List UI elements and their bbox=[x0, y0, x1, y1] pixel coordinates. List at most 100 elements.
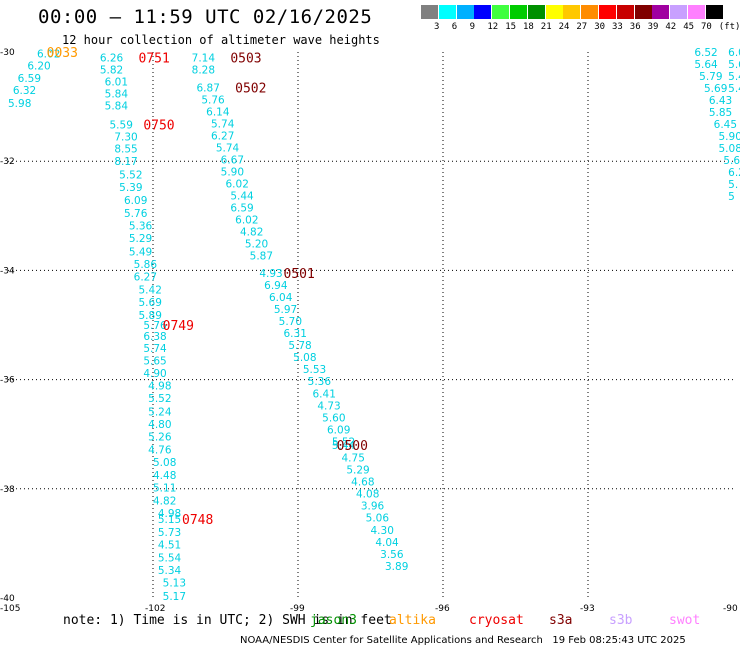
swh-value: 6.09 bbox=[327, 424, 350, 436]
swh-value: 5. bbox=[728, 179, 738, 191]
swh-value: 4.90 bbox=[143, 368, 166, 380]
legend-label: 21 bbox=[540, 22, 552, 32]
swh-value: 5.06 bbox=[366, 513, 390, 525]
swh-value: 5.6 bbox=[723, 155, 740, 167]
swh-value: 6.87 bbox=[197, 82, 220, 94]
swh-value: 5 bbox=[728, 191, 735, 203]
swh-value: 6.59 bbox=[230, 203, 253, 215]
lon-tick-label: -93 bbox=[580, 604, 595, 614]
swh-value: 5.08 bbox=[153, 457, 176, 469]
legend-label: 30 bbox=[594, 22, 606, 32]
legend-label: 12 bbox=[487, 22, 499, 32]
swh-value: 6.0 bbox=[728, 47, 740, 59]
swh-value: 5.60 bbox=[322, 412, 345, 424]
legend-label: 42 bbox=[665, 22, 677, 32]
swh-value: 4.48 bbox=[153, 470, 176, 482]
swh-values: 6.026.206.596.325.986.265.826.015.845.84… bbox=[8, 47, 740, 603]
swh-value: 5.74 bbox=[143, 343, 167, 355]
swh-value: 5.24 bbox=[148, 406, 172, 418]
legend-swatch bbox=[456, 5, 474, 19]
lon-tick-label: -99 bbox=[290, 604, 305, 614]
lon-tick-label: -105 bbox=[0, 604, 20, 614]
swh-value: 6.04 bbox=[269, 292, 293, 304]
swh-value: 4.68 bbox=[351, 477, 374, 489]
swh-value: 5.44 bbox=[332, 440, 356, 452]
swh-value: 6.02 bbox=[37, 49, 60, 61]
legend-label: 33 bbox=[612, 22, 623, 32]
swh-value: 5.76 bbox=[143, 320, 167, 332]
swh-value: 5.74 bbox=[216, 143, 240, 155]
legend-label: 3 bbox=[434, 22, 440, 32]
swh-value: 6.26 bbox=[100, 52, 124, 64]
swh-value: 6.27 bbox=[134, 271, 157, 283]
pass-time-label: 0751 bbox=[139, 51, 170, 66]
pass-time-label: 0502 bbox=[235, 81, 266, 96]
swh-value: 4.76 bbox=[148, 444, 172, 456]
swh-value: 5.74 bbox=[211, 119, 235, 131]
swh-value: 6.31 bbox=[284, 328, 307, 340]
swh-value: 5.36 bbox=[308, 376, 332, 388]
pass-time-label: 0748 bbox=[182, 513, 213, 528]
swh-value: 5.84 bbox=[105, 88, 129, 100]
legend-swatch bbox=[438, 5, 456, 19]
swh-value: 5.52 bbox=[119, 169, 142, 181]
swh-value: 4.04 bbox=[375, 537, 399, 549]
swh-value: 4.75 bbox=[342, 453, 365, 465]
swh-value: 3.96 bbox=[361, 501, 385, 513]
swh-value: 6.32 bbox=[13, 85, 36, 97]
swh-value: 5.78 bbox=[288, 340, 311, 352]
pass-time-label: 0749 bbox=[163, 319, 194, 334]
legend-swatch bbox=[563, 5, 581, 19]
lat-tick-label: -32 bbox=[0, 157, 15, 167]
swh-value: 5.34 bbox=[158, 565, 182, 577]
swh-value: 5.87 bbox=[250, 251, 273, 263]
swh-value: 5.13 bbox=[163, 578, 186, 590]
legend-swatch bbox=[652, 5, 670, 19]
swh-value: 6.67 bbox=[221, 155, 244, 167]
lat-tick-label: -40 bbox=[0, 594, 15, 604]
swh-value: 4.93 bbox=[259, 268, 282, 280]
swh-value: 5.20 bbox=[245, 239, 268, 251]
lat-tick-label: -38 bbox=[0, 485, 15, 495]
legend-label: 70 bbox=[701, 22, 712, 32]
map-grid bbox=[8, 52, 733, 598]
swh-value: 5.26 bbox=[148, 431, 172, 443]
swh-value: 6.59 bbox=[18, 73, 41, 85]
swh-value: 6.02 bbox=[226, 179, 249, 191]
axis-labels: -30 -32 -34 -36 -38 -40-105 -102 -99 -96 -93 -90 bbox=[0, 48, 738, 614]
swh-value: 6.14 bbox=[206, 107, 230, 119]
swh-value: 5.76 bbox=[124, 208, 148, 220]
satellite-s3a: s3a bbox=[549, 613, 573, 628]
legend-swatch bbox=[510, 5, 527, 19]
legend-label: 36 bbox=[629, 22, 641, 32]
pass-time-label: 0033 bbox=[47, 46, 78, 61]
swh-value: 5.73 bbox=[158, 527, 181, 539]
legend-label: 15 bbox=[505, 22, 517, 32]
swh-value: 4.08 bbox=[356, 489, 379, 501]
swh-value: 7.14 bbox=[192, 52, 216, 64]
swh-value: 4.82 bbox=[240, 227, 263, 239]
map-subtitle: 12 hour collection of altimeter wave hei… bbox=[62, 33, 380, 47]
legend-swatch bbox=[634, 5, 652, 19]
swh-value: 6.38 bbox=[143, 331, 166, 343]
legend-label: 18 bbox=[523, 22, 534, 32]
satellite-s3b: s3b bbox=[609, 613, 633, 628]
swh-value: 5.6 bbox=[728, 59, 740, 71]
swh-value: 5.29 bbox=[346, 465, 369, 477]
swh-value: 5.4 bbox=[728, 71, 740, 83]
swh-value: 7.30 bbox=[114, 132, 137, 144]
swh-value: 5.52 bbox=[332, 436, 355, 448]
legend-label: 6 bbox=[451, 22, 458, 32]
lon-tick-label: -90 bbox=[723, 604, 738, 614]
lat-tick-label: -34 bbox=[0, 266, 15, 276]
satellite-cryosat: cryosat bbox=[469, 613, 524, 628]
legend-swatch bbox=[616, 5, 634, 19]
legend-label: 45 bbox=[683, 22, 695, 32]
lon-tick-label: -102 bbox=[145, 604, 165, 614]
swh-value: 5.59 bbox=[110, 120, 133, 132]
legend-swatch bbox=[688, 5, 705, 19]
swh-value: 5.08 bbox=[719, 143, 740, 155]
swh-value: 5.79 bbox=[699, 71, 722, 83]
pass-time-label: 0500 bbox=[337, 439, 368, 454]
